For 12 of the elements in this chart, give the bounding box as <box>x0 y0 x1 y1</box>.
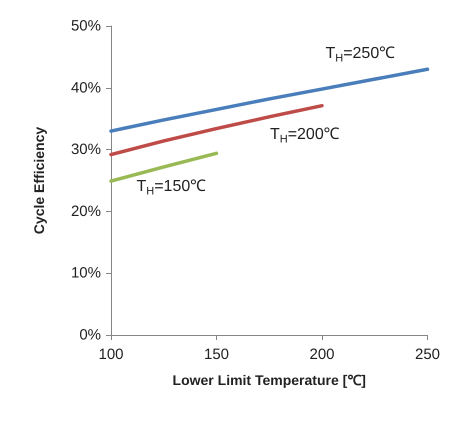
x-axis-title: Lower Limit Temperature [℃] <box>172 372 366 388</box>
y-tick-label: 10% <box>70 264 101 282</box>
y-tick-label: 0% <box>79 326 101 344</box>
y-tick-label: 20% <box>70 202 101 220</box>
x-tick-label: 150 <box>204 346 230 363</box>
y-tick-label: 40% <box>70 79 101 96</box>
y-tick-label: 30% <box>70 141 101 158</box>
y-tick-label: 50% <box>70 18 101 34</box>
x-tick-label: 250 <box>414 346 440 363</box>
x-tick-label: 100 <box>98 346 124 363</box>
x-tick-label: 200 <box>309 346 335 363</box>
y-axis-title: Cycle Efficiency <box>31 126 47 234</box>
